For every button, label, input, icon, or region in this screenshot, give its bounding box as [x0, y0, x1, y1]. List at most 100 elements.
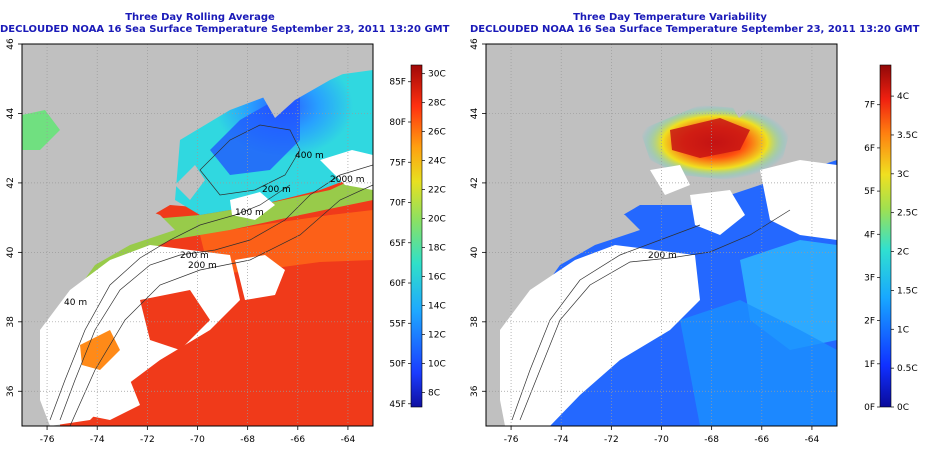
left-contour-label-400m: 400 m [295, 151, 324, 161]
right-cb-c-label: 0C [897, 403, 909, 413]
left-cb-c-label: 10C [428, 360, 446, 370]
left-cb-c-label: 8C [428, 389, 440, 399]
right-cloud-gulf [650, 165, 690, 195]
right-cb-c-label: 2.5C [897, 209, 918, 219]
left-x-tick-label: -70 [190, 435, 205, 445]
right-cb-c-label: 3C [897, 170, 909, 180]
left-y-tick-label: 36 [6, 385, 16, 397]
left-slope-water [40, 170, 373, 300]
left-contour-label-200m-a: 200 m [262, 185, 291, 195]
right-title-line2: DECLOUDED NOAA 16 Sea Surface Temperatur… [470, 24, 920, 35]
right-cb-c-label: 1C [897, 325, 909, 335]
left-cloud-north-b [230, 192, 275, 220]
left-cb-c-label: 20C [428, 215, 446, 225]
right-colorbar-fahrenheit: 7F 6F 5F 4F 3F 2F 1F 0F [864, 101, 880, 413]
left-cb-c-label: 18C [428, 244, 446, 254]
right-cb-f-label: 0F [864, 403, 875, 413]
right-cb-c-label: 4C [897, 92, 909, 102]
right-cb-c-label: 0.5C [897, 364, 918, 374]
right-y-tick-label: 42 [470, 177, 480, 188]
right-cloud-north [760, 160, 837, 240]
left-cloud-north-a [320, 150, 373, 190]
right-map: 200 m [486, 44, 837, 426]
left-cb-c-label: 24C [428, 157, 446, 167]
right-contour-label-200m: 200 m [648, 251, 677, 261]
right-x-tick-label: -68 [704, 435, 719, 445]
right-cb-c-label: 1.5C [897, 286, 918, 296]
left-y-tick-label: 38 [6, 316, 16, 328]
right-southeast-variability [680, 300, 837, 426]
right-x-tick-label: -76 [504, 435, 519, 445]
right-y-tick-label: 40 [470, 246, 480, 258]
right-contour-200m [519, 209, 791, 421]
left-title-line2: DECLOUDED NOAA 16 Sea Surface Temperatur… [0, 24, 450, 35]
right-x-axis: -76 -74 -72 -70 -68 -66 -64 [504, 426, 820, 445]
left-x-tick-label: -76 [40, 435, 55, 445]
left-cb-f-label: 50F [389, 360, 406, 370]
left-y-axis: 46 44 42 40 38 36 [6, 38, 22, 397]
right-title-line1: Three Day Temperature Variability [573, 12, 767, 23]
right-cb-c-label: 3.5C [897, 131, 918, 141]
left-contour-label-40m: 40 m [64, 298, 87, 308]
left-cb-c-label: 26C [428, 128, 446, 138]
left-nearshore-cool [22, 110, 60, 150]
left-cloud-midshelf [140, 290, 210, 350]
right-cb-f-label: 5F [864, 187, 875, 197]
right-cloud-coastal [500, 245, 700, 426]
right-contour-100m [511, 224, 701, 421]
right-y-axis: 46 44 42 40 38 36 [470, 38, 486, 397]
left-cb-f-label: 85F [389, 78, 406, 88]
right-coastline-land [486, 150, 640, 426]
right-cb-f-label: 2F [864, 317, 875, 327]
right-cb-f-label: 3F [864, 273, 875, 283]
left-colorbar [410, 64, 423, 408]
left-contour-200m [59, 164, 373, 421]
left-title-line1: Three Day Rolling Average [125, 12, 275, 23]
left-cb-f-label: 60F [389, 279, 406, 289]
left-cb-c-label: 30C [428, 70, 446, 80]
left-y-tick-label: 40 [6, 246, 16, 258]
left-y-tick-label: 46 [6, 38, 16, 50]
left-colorbar-celsius: 30C 28C 26C 24C 22C 20C 18C 16C 14C 12C 10C 8C [422, 70, 446, 399]
left-cb-c-label: 22C [428, 186, 446, 196]
right-y-tick-label: 46 [470, 38, 480, 50]
right-cb-f-label: 6F [864, 144, 875, 154]
right-colorbar [879, 64, 892, 408]
left-panel-title: Three Day Rolling Average DECLOUDED NOAA… [0, 12, 450, 36]
left-cloud-south [85, 380, 140, 420]
left-cb-f-label: 70F [389, 199, 406, 209]
left-nova-scotia [260, 44, 373, 118]
right-graticule [486, 44, 837, 426]
left-x-tick-label: -74 [90, 435, 105, 445]
right-nova-scotia [724, 44, 837, 118]
right-x-tick-label: -74 [554, 435, 569, 445]
left-contour-label-100m: 100 m [235, 208, 264, 218]
left-graticule [22, 44, 373, 426]
left-cb-f-label: 45F [389, 400, 406, 410]
left-colorbar-fahrenheit: 85F 80F 75F 70F 65F 60F 55F 50F 45F [389, 78, 411, 410]
right-x-tick-label: -66 [754, 435, 769, 445]
right-panel-title: Three Day Temperature Variability DECLOU… [470, 12, 920, 36]
right-colorbar-celsius: 4C 3.5C 3C 2.5C 2C 1.5C 1C 0.5C 0C [891, 92, 918, 413]
left-y-tick-label: 44 [6, 107, 16, 119]
right-hot-core [670, 118, 750, 158]
right-y-tick-label: 44 [470, 107, 480, 119]
left-cb-c-label: 12C [428, 331, 446, 341]
left-contour-2000m [69, 184, 373, 426]
right-cb-f-label: 7F [864, 101, 875, 111]
left-cb-f-label: 65F [389, 239, 406, 249]
left-warm-eddy [80, 330, 120, 370]
left-cb-f-label: 80F [389, 118, 406, 128]
right-y-tick-label: 36 [470, 385, 480, 397]
right-cb-c-label: 2C [897, 248, 909, 258]
right-cb-f-label: 4F [864, 230, 875, 240]
left-map: 400 m 200 m 2000 m 100 m 200 m 200 m 40 … [22, 44, 373, 426]
right-y-tick-label: 38 [470, 316, 480, 328]
right-cb-f-label: 1F [864, 360, 875, 370]
right-x-tick-label: -72 [604, 435, 619, 445]
left-x-tick-label: -68 [240, 435, 255, 445]
left-contour-label-200m-b: 200 m [180, 251, 209, 261]
left-contour-label-200m-c: 200 m [188, 261, 217, 271]
right-cloud-mid [690, 190, 745, 235]
